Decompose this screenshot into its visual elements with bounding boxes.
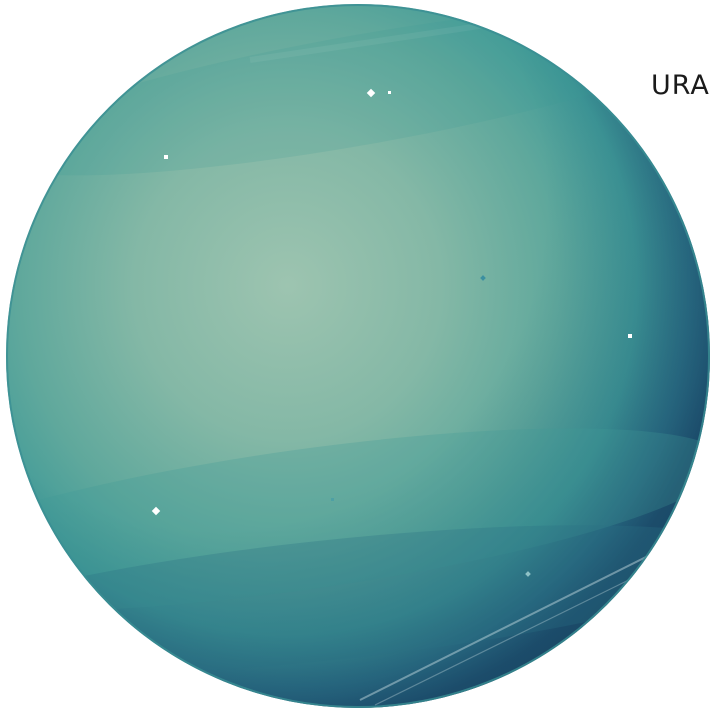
star-icon bbox=[164, 155, 168, 159]
star-icon bbox=[366, 88, 376, 98]
star-icon bbox=[331, 498, 334, 501]
stars bbox=[151, 88, 632, 577]
star-icon bbox=[388, 91, 391, 94]
star-icon bbox=[525, 571, 531, 577]
star-icon bbox=[480, 275, 486, 281]
planet-label: URA bbox=[651, 70, 710, 101]
star-icon bbox=[628, 334, 632, 338]
